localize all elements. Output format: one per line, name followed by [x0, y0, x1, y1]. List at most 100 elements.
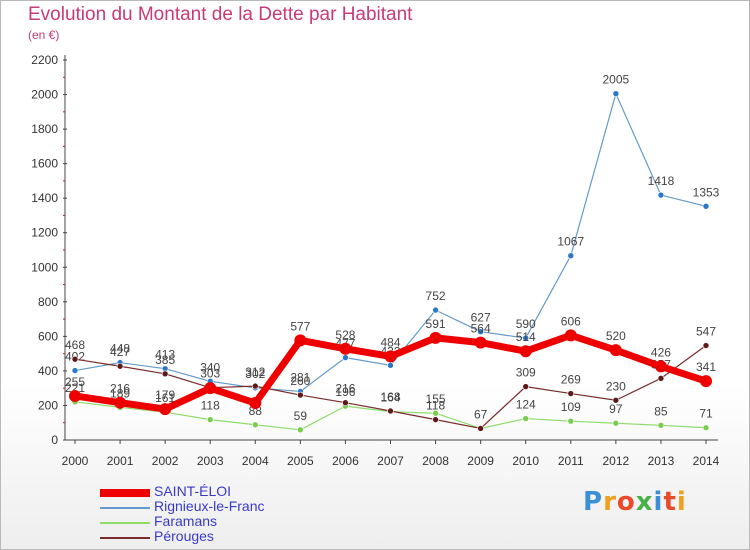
data-point [567, 252, 575, 259]
data-point [429, 331, 442, 344]
data-label: 1353 [693, 185, 720, 199]
series-layer: 4024484133403022814774327526275901067200… [65, 73, 720, 434]
chart-title: Evolution du Montant de la Dette par Hab… [28, 4, 413, 25]
data-label: 155 [426, 392, 446, 406]
legend-label: Pérouges [154, 528, 214, 544]
logo-letter: i [653, 487, 664, 517]
data-label: 118 [426, 399, 445, 413]
x-tick-label: 2003 [197, 454, 224, 468]
data-point [432, 306, 439, 314]
data-point [700, 375, 712, 388]
data-point [387, 362, 394, 369]
data-point [432, 409, 439, 417]
data-point [161, 370, 169, 378]
x-tick-label: 2000 [62, 454, 89, 468]
logo-letter: r [603, 487, 617, 517]
data-label: 591 [426, 317, 446, 331]
data-label: 216 [335, 382, 355, 396]
data-label: 520 [606, 329, 626, 343]
data-label: 67 [474, 407, 488, 421]
data-point [522, 415, 530, 422]
data-label: 221 [65, 381, 85, 395]
y-tick-label: 600 [38, 329, 58, 343]
y-tick-label: 1800 [31, 122, 58, 136]
data-label: 161 [155, 391, 175, 405]
data-point [612, 90, 620, 97]
data-label: 448 [110, 342, 130, 356]
data-point [657, 375, 665, 382]
data-label: 124 [516, 398, 536, 412]
data-label: 164 [380, 391, 400, 405]
data-point [71, 367, 79, 374]
data-label: 255 [65, 375, 85, 389]
data-point [567, 417, 575, 425]
data-label: 514 [516, 330, 536, 344]
x-tick-label: 2012 [603, 454, 630, 468]
data-label: 413 [155, 348, 175, 362]
data-label: 312 [245, 365, 265, 379]
x-tick-label: 2011 [558, 454, 584, 468]
x-tick-label: 2005 [287, 454, 314, 468]
proxiti-logo: Proxiti [583, 487, 687, 517]
data-label: 606 [561, 314, 581, 328]
data-label: 216 [110, 382, 130, 396]
data-label: 564 [471, 322, 491, 336]
data-point [342, 354, 349, 361]
data-label: 230 [606, 379, 626, 393]
logo-letter: P [583, 487, 604, 517]
data-label: 303 [200, 367, 220, 381]
x-tick-label: 2014 [693, 454, 720, 468]
data-point [522, 383, 530, 390]
data-label: 179 [155, 388, 175, 402]
logo-letter: t [663, 487, 677, 517]
x-tick-label: 2001 [107, 454, 134, 468]
data-label: 528 [335, 328, 355, 342]
data-label: 118 [201, 399, 220, 413]
x-tick-label: 2010 [512, 454, 539, 468]
data-point [159, 403, 172, 416]
x-tick-label: 2002 [152, 454, 179, 468]
logo-letter: i [676, 487, 687, 517]
data-label: 627 [471, 311, 491, 325]
data-label: 85 [654, 404, 668, 418]
data-label: 426 [651, 345, 671, 359]
data-label: 109 [561, 400, 581, 414]
y-tick-label: 1400 [31, 191, 58, 205]
logo-letter: x [635, 487, 654, 517]
y-tick-label: 1600 [31, 157, 58, 171]
data-point [297, 426, 304, 434]
y-tick-label: 1200 [31, 226, 58, 240]
series-saint-loi: 255 216 179 577 528 484 591 564 514 606 520 426 341 [65, 314, 716, 416]
data-point [474, 336, 487, 349]
data-point [384, 350, 397, 363]
data-label: 269 [561, 373, 581, 387]
data-label: 1418 [648, 174, 675, 188]
data-point [612, 419, 620, 427]
logo-letter: o [616, 487, 636, 517]
data-label: 547 [696, 325, 716, 339]
data-point [567, 390, 575, 397]
data-label: 59 [294, 409, 308, 423]
data-point [339, 342, 352, 355]
data-label: 281 [290, 370, 310, 384]
data-label: 752 [426, 289, 446, 303]
data-point [249, 397, 262, 410]
x-tick-label: 2009 [467, 454, 494, 468]
y-tick-label: 2000 [31, 88, 58, 102]
data-point [654, 360, 667, 373]
data-point [477, 425, 484, 432]
y-tick-label: 1000 [31, 260, 58, 274]
data-point [477, 328, 484, 336]
x-tick-label: 2008 [422, 454, 449, 468]
y-tick-label: 2200 [31, 53, 58, 67]
y-tick-label: 400 [38, 364, 58, 378]
y-tick-label: 200 [38, 398, 58, 412]
data-point [69, 389, 81, 402]
data-label: 590 [516, 317, 536, 331]
data-point [71, 355, 79, 363]
data-point [702, 342, 710, 349]
legend-label: Rignieux-le-Franc [154, 498, 265, 514]
data-point [114, 396, 127, 409]
